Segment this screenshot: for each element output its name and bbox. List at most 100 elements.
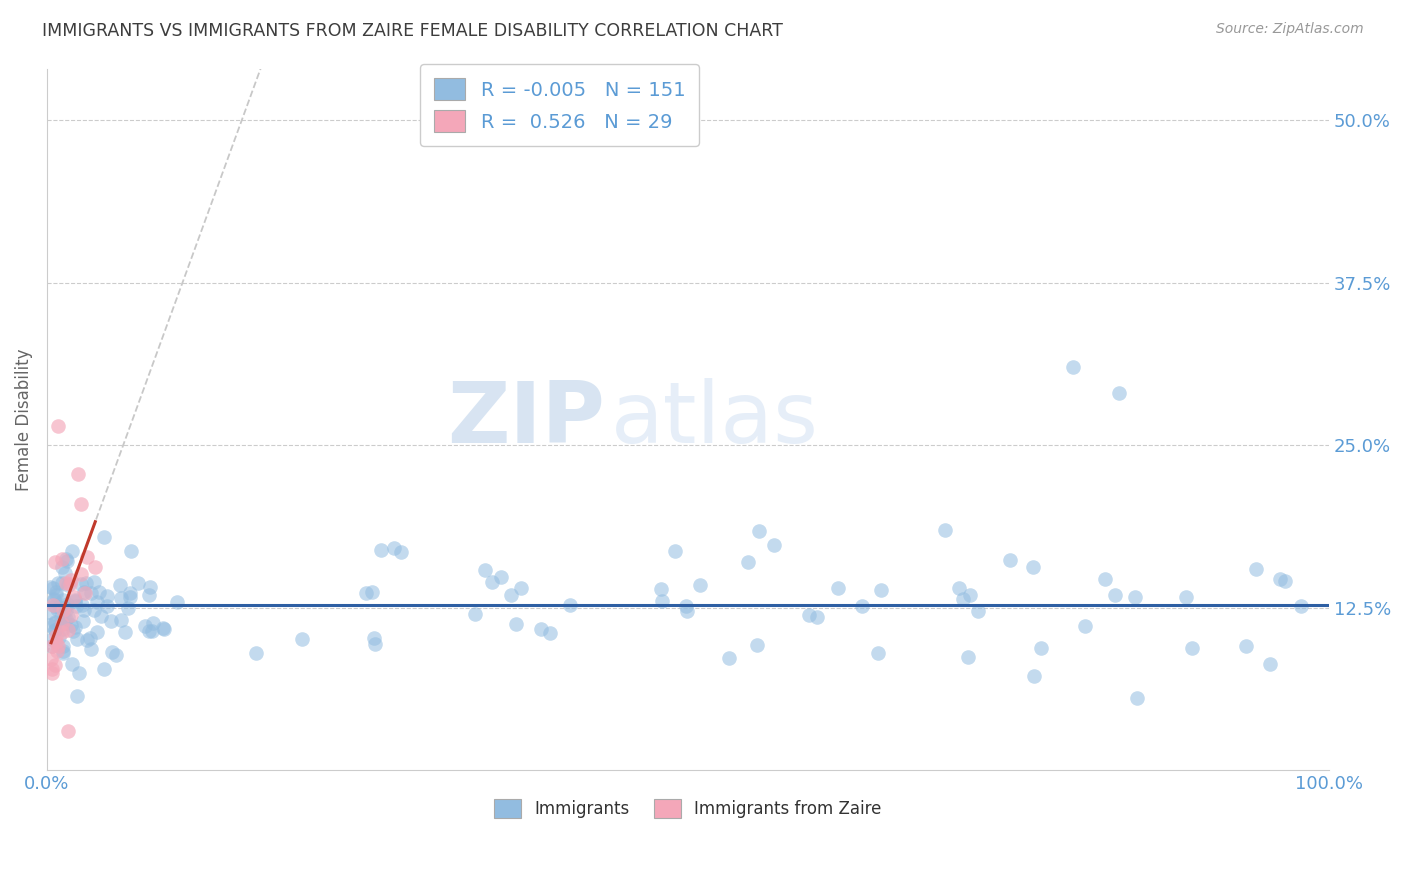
- Point: [73, 584, 96, 599]
- Point: [1181, 641, 1204, 656]
- Point: [481, 574, 503, 589]
- Point: [41, 632, 63, 646]
- Point: [110, 613, 132, 627]
- Point: [797, 607, 820, 622]
- Point: [948, 581, 970, 595]
- Point: [67, 665, 90, 680]
- Point: [101, 645, 124, 659]
- Point: [45, 584, 67, 599]
- Point: [967, 604, 990, 618]
- Point: [52, 647, 75, 661]
- Point: [44, 615, 66, 630]
- Point: [1022, 669, 1045, 683]
- Point: [44, 623, 66, 637]
- Point: [41, 666, 63, 681]
- Point: [44, 615, 66, 629]
- Point: [952, 591, 974, 606]
- Point: [41, 662, 63, 676]
- Point: [55, 575, 77, 590]
- Point: [370, 543, 392, 558]
- Point: [52, 610, 75, 624]
- Point: [245, 646, 267, 660]
- Point: [76, 632, 98, 647]
- Point: [59, 617, 82, 632]
- Text: ZIP: ZIP: [447, 377, 605, 461]
- Text: Source: ZipAtlas.com: Source: ZipAtlas.com: [1216, 22, 1364, 37]
- Point: [748, 524, 770, 538]
- Point: [138, 580, 160, 594]
- Point: [664, 544, 686, 558]
- Point: [51, 552, 73, 566]
- Point: [55, 612, 77, 626]
- Point: [651, 594, 673, 608]
- Point: [86, 595, 108, 609]
- Point: [382, 541, 405, 556]
- Point: [51, 576, 73, 591]
- Point: [1062, 360, 1084, 375]
- Point: [41, 639, 63, 653]
- Point: [1074, 619, 1097, 633]
- Point: [70, 577, 93, 591]
- Point: [745, 638, 768, 652]
- Point: [66, 632, 89, 646]
- Text: atlas: atlas: [612, 377, 818, 461]
- Point: [46, 575, 69, 590]
- Point: [55, 599, 77, 614]
- Point: [110, 591, 132, 605]
- Point: [84, 559, 107, 574]
- Point: [1291, 599, 1313, 613]
- Point: [1123, 591, 1146, 605]
- Point: [75, 585, 97, 599]
- Point: [63, 591, 86, 605]
- Point: [56, 623, 79, 637]
- Point: [1000, 553, 1022, 567]
- Point: [851, 599, 873, 613]
- Point: [118, 586, 141, 600]
- Point: [737, 555, 759, 569]
- Point: [1108, 386, 1130, 401]
- Point: [39, 580, 62, 594]
- Point: [501, 588, 523, 602]
- Point: [363, 631, 385, 645]
- Point: [1126, 690, 1149, 705]
- Point: [1104, 588, 1126, 602]
- Point: [41, 598, 63, 612]
- Point: [49, 611, 72, 625]
- Point: [141, 624, 163, 639]
- Point: [48, 599, 70, 614]
- Point: [56, 724, 79, 739]
- Point: [1029, 640, 1052, 655]
- Point: [763, 538, 786, 552]
- Point: [44, 555, 66, 569]
- Point: [75, 576, 97, 591]
- Point: [1175, 590, 1198, 604]
- Point: [52, 603, 75, 617]
- Point: [290, 632, 312, 646]
- Point: [934, 523, 956, 537]
- Point: [474, 563, 496, 577]
- Point: [93, 530, 115, 544]
- Point: [51, 625, 73, 640]
- Point: [73, 603, 96, 617]
- Point: [96, 589, 118, 603]
- Point: [46, 639, 69, 653]
- Point: [96, 599, 118, 614]
- Point: [52, 643, 75, 657]
- Point: [127, 575, 149, 590]
- Point: [560, 598, 582, 612]
- Point: [65, 593, 87, 607]
- Y-axis label: Female Disability: Female Disability: [15, 348, 32, 491]
- Point: [56, 610, 79, 624]
- Point: [806, 610, 828, 624]
- Point: [827, 581, 849, 595]
- Point: [1268, 572, 1291, 586]
- Point: [65, 620, 87, 634]
- Point: [45, 644, 67, 658]
- Point: [89, 584, 111, 599]
- Point: [60, 574, 83, 588]
- Point: [120, 543, 142, 558]
- Point: [1022, 559, 1045, 574]
- Point: [51, 617, 73, 632]
- Point: [70, 567, 93, 582]
- Point: [505, 617, 527, 632]
